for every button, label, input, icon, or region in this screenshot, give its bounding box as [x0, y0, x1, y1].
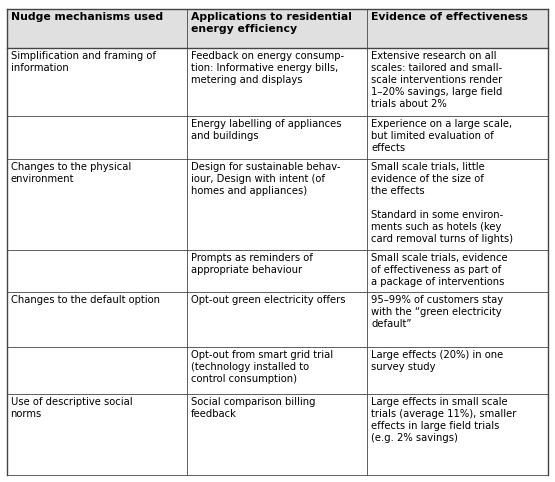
Text: Extensive research on all
scales: tailored and small-
scale interventions render: Extensive research on all scales: tailor… — [371, 51, 503, 109]
Text: Applications to residential
energy efficiency: Applications to residential energy effic… — [191, 12, 352, 34]
Bar — [187, 9, 367, 48]
Text: Design for sustainable behav-
iour, Design with intent (of
homes and appliances): Design for sustainable behav- iour, Desi… — [191, 162, 340, 197]
Text: Simplification and framing of
information: Simplification and framing of informatio… — [11, 51, 155, 73]
Text: Use of descriptive social
norms: Use of descriptive social norms — [11, 397, 132, 419]
Text: Nudge mechanisms used: Nudge mechanisms used — [11, 12, 163, 22]
Text: Changes to the physical
environment: Changes to the physical environment — [11, 162, 131, 185]
Text: Small scale trials, evidence
of effectiveness as part of
a package of interventi: Small scale trials, evidence of effectiv… — [371, 253, 508, 287]
Text: Evidence of effectiveness: Evidence of effectiveness — [371, 12, 528, 22]
Text: Opt-out from smart grid trial
(technology installed to
control consumption): Opt-out from smart grid trial (technolog… — [191, 350, 333, 384]
Text: Changes to the default option: Changes to the default option — [11, 295, 159, 305]
Text: Large effects (20%) in one
survey study: Large effects (20%) in one survey study — [371, 350, 503, 372]
Bar — [367, 9, 548, 48]
Bar — [7, 9, 187, 48]
Text: Experience on a large scale,
but limited evaluation of
effects: Experience on a large scale, but limited… — [371, 120, 512, 153]
Text: Energy labelling of appliances
and buildings: Energy labelling of appliances and build… — [191, 120, 341, 142]
Text: Social comparison billing
feedback: Social comparison billing feedback — [191, 397, 315, 419]
Text: Opt-out green electricity offers: Opt-out green electricity offers — [191, 295, 345, 305]
Text: Prompts as reminders of
appropriate behaviour: Prompts as reminders of appropriate beha… — [191, 253, 313, 275]
Text: Small scale trials, little
evidence of the size of
the effects

Standard in some: Small scale trials, little evidence of t… — [371, 162, 513, 244]
Text: Feedback on energy consump-
tion: Informative energy bills,
metering and display: Feedback on energy consump- tion: Inform… — [191, 51, 344, 85]
Text: Large effects in small scale
trials (average 11%), smaller
effects in large fiel: Large effects in small scale trials (ave… — [371, 397, 517, 443]
Text: 95–99% of customers stay
with the “green electricity
default”: 95–99% of customers stay with the “green… — [371, 295, 503, 329]
